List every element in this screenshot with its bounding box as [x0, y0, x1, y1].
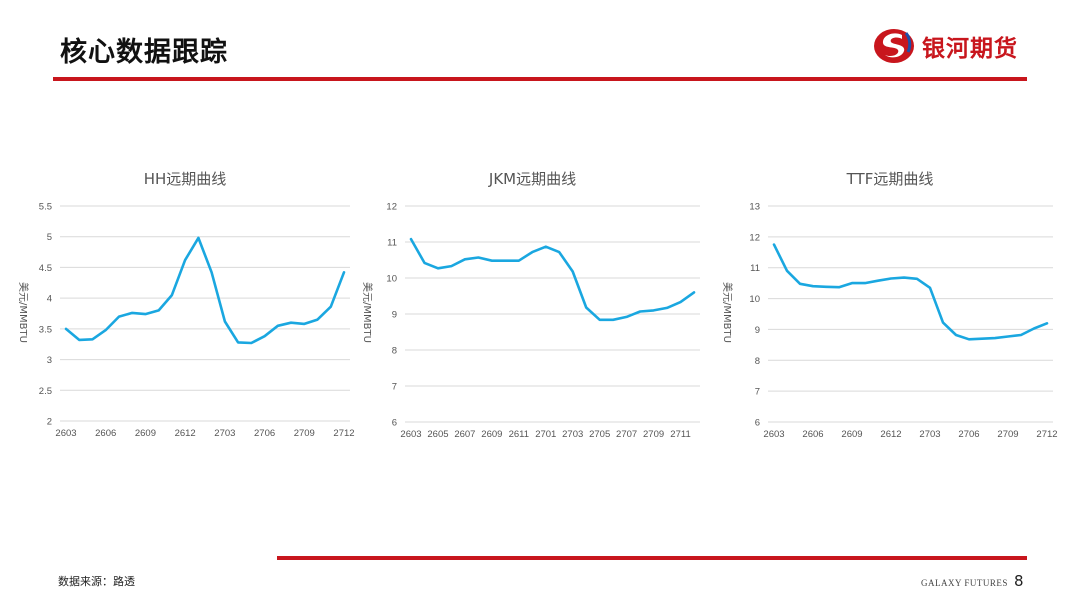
- x-tick-label: 2611: [509, 429, 529, 440]
- x-tick-label: 2711: [670, 429, 690, 440]
- y-tick-label: 5.5: [39, 202, 52, 213]
- ttf-plot: 6 7 8 9 10 11 12 13 2603 2606 2609 2612 2703 2706 2709…: [749, 202, 1057, 441]
- x-tick-label: 2707: [616, 429, 637, 440]
- x-tick-label: 2712: [1036, 429, 1057, 440]
- y-tick-label: 4: [47, 294, 52, 305]
- y-tick-label: 8: [755, 356, 760, 367]
- y-tick-label: 10: [386, 274, 397, 285]
- jkm-chart: JKM远期曲线 美元/MMBTU 6 7 8 9 10 11 12 2603 2605 2607 2…: [355, 160, 710, 450]
- brand-logo: 银河期货: [872, 24, 1018, 68]
- header-divider: [53, 77, 1027, 81]
- series-line: [772, 243, 1049, 341]
- x-tick-label: 2603: [55, 428, 76, 439]
- x-tick-label: 2603: [400, 429, 421, 440]
- x-tick-label: 2605: [427, 429, 448, 440]
- y-tick-label: 13: [749, 202, 760, 213]
- y-tick-label: 6: [755, 418, 760, 429]
- x-tick-label: 2612: [175, 428, 196, 439]
- y-axis-label: 美元/MMBTU: [720, 282, 732, 343]
- x-tick-label: 2709: [294, 428, 315, 439]
- x-tick-label: 2609: [481, 429, 502, 440]
- x-tick-label: 2606: [95, 428, 116, 439]
- y-axis-label: 美元/MMBTU: [360, 282, 372, 343]
- y-tick-label: 7: [392, 382, 397, 393]
- series-line: [409, 237, 696, 322]
- y-tick-label: 2.5: [39, 386, 52, 397]
- hh-plot: 2 2.5 3 3.5 4 4.5 5 5.5 2603 2606 2609 2612 2703 2706…: [39, 202, 355, 440]
- chart-title: HH远期曲线: [143, 170, 227, 188]
- y-tick-label: 6: [392, 418, 397, 429]
- y-tick-label: 2: [47, 417, 52, 428]
- y-tick-label: 8: [392, 346, 397, 357]
- x-tick-label: 2701: [535, 429, 556, 440]
- y-tick-label: 3: [47, 355, 52, 366]
- jkm-plot: 6 7 8 9 10 11 12 2603 2605 2607 2609 2611 2701 2703 27…: [386, 202, 700, 440]
- page-number: 8: [1014, 572, 1024, 590]
- galaxy-logo-icon: [874, 29, 914, 63]
- x-tick-label: 2609: [135, 428, 156, 439]
- x-tick-label: 2709: [997, 429, 1018, 440]
- chart-title: TTF远期曲线: [846, 170, 934, 188]
- y-tick-label: 7: [755, 387, 760, 398]
- x-tick-label: 2606: [802, 429, 823, 440]
- x-tick-label: 2703: [214, 428, 235, 439]
- series-line: [64, 236, 346, 345]
- y-tick-label: 4.5: [39, 263, 52, 274]
- x-tick-label: 2709: [643, 429, 664, 440]
- footer-brand: GALAXY FUTURES: [921, 578, 1008, 588]
- y-tick-label: 9: [755, 325, 760, 336]
- y-axis-label: 美元/MMBTU: [16, 282, 28, 343]
- y-tick-label: 11: [750, 263, 760, 274]
- y-tick-label: 12: [386, 202, 397, 213]
- x-tick-label: 2712: [333, 428, 354, 439]
- x-tick-label: 2706: [958, 429, 979, 440]
- y-tick-label: 5: [47, 232, 52, 243]
- x-tick-label: 2607: [454, 429, 475, 440]
- brand-name: 银河期货: [922, 36, 1018, 62]
- x-tick-label: 2703: [919, 429, 940, 440]
- ttf-chart: TTF远期曲线 美元/MMBTU 6 7 8 9 10 11 12 13 2603 2606 260…: [715, 160, 1065, 450]
- x-tick-label: 2603: [763, 429, 784, 440]
- footer-divider: [277, 556, 1027, 560]
- x-tick-label: 2612: [880, 429, 901, 440]
- hh-chart: HH远期曲线 美元/MMBTU 2 2.5 3 3.5 4 4.5 5 5.5 2603 2606…: [10, 160, 360, 450]
- y-tick-label: 9: [392, 310, 397, 321]
- y-tick-label: 12: [749, 232, 760, 243]
- x-tick-label: 2703: [562, 429, 583, 440]
- data-source: 数据来源：路透: [58, 575, 135, 588]
- x-tick-label: 2706: [254, 428, 275, 439]
- y-tick-label: 11: [387, 238, 397, 249]
- y-tick-label: 10: [749, 294, 760, 305]
- chart-title: JKM远期曲线: [488, 170, 577, 188]
- y-tick-label: 3.5: [39, 324, 52, 335]
- page-title: 核心数据跟踪: [60, 37, 228, 68]
- x-tick-label: 2609: [841, 429, 862, 440]
- x-tick-label: 2705: [589, 429, 610, 440]
